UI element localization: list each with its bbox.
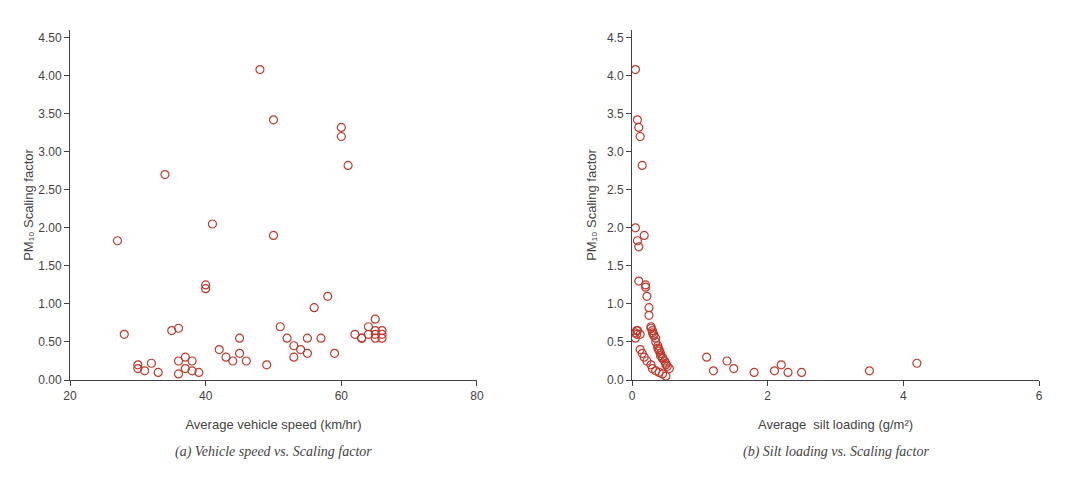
svg-text:3.00: 3.00	[38, 145, 62, 159]
svg-text:0: 0	[629, 389, 636, 403]
svg-text:PM₁₀ Scaling factor: PM₁₀ Scaling factor	[21, 149, 36, 261]
svg-text:Average silt loading (g/m²): Average silt loading (g/m²)	[758, 417, 913, 432]
svg-text:3.50: 3.50	[38, 107, 62, 121]
svg-text:60: 60	[335, 389, 349, 403]
svg-text:3.5: 3.5	[607, 107, 624, 121]
svg-text:2.00: 2.00	[38, 221, 62, 235]
svg-text:4: 4	[900, 389, 907, 403]
svg-text:4.50: 4.50	[38, 31, 62, 45]
svg-text:4.0: 4.0	[607, 69, 624, 83]
svg-text:1.50: 1.50	[38, 259, 62, 273]
svg-text:20: 20	[63, 389, 77, 403]
svg-text:PM₁₀ Scaling factor: PM₁₀ Scaling factor	[584, 149, 599, 261]
svg-text:(a) Vehicle speed vs. Scaling: (a) Vehicle speed vs. Scaling factor	[175, 444, 372, 460]
svg-text:80: 80	[470, 389, 484, 403]
svg-text:(b) Silt loading vs. Scaling f: (b) Silt loading vs. Scaling factor	[743, 444, 929, 460]
svg-text:3.0: 3.0	[607, 145, 624, 159]
svg-text:40: 40	[199, 389, 213, 403]
svg-text:0.5: 0.5	[607, 335, 624, 349]
svg-text:2.0: 2.0	[607, 221, 624, 235]
svg-text:1.5: 1.5	[607, 259, 624, 273]
svg-text:Average vehicle speed (km/hr): Average vehicle speed (km/hr)	[185, 417, 361, 432]
svg-text:0.00: 0.00	[38, 373, 62, 387]
svg-text:2.50: 2.50	[38, 183, 62, 197]
svg-text:0.50: 0.50	[38, 335, 62, 349]
svg-text:2: 2	[764, 389, 771, 403]
svg-text:6: 6	[1036, 389, 1043, 403]
svg-text:4.00: 4.00	[38, 69, 62, 83]
svg-text:4.5: 4.5	[607, 31, 624, 45]
svg-text:1.0: 1.0	[607, 297, 624, 311]
svg-text:2.5: 2.5	[607, 183, 624, 197]
svg-text:1.00: 1.00	[38, 297, 62, 311]
svg-text:0.0: 0.0	[607, 373, 624, 387]
